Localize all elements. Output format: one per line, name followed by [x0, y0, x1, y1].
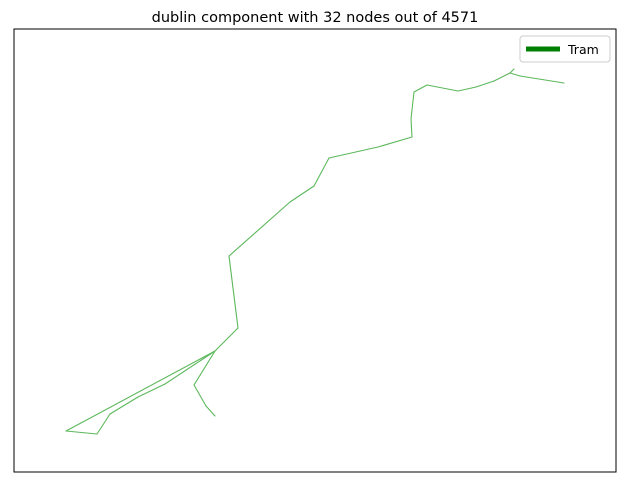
- network-edge: [457, 86, 477, 92]
- network-edge: [109, 396, 139, 415]
- legend-box: [519, 35, 611, 63]
- network-edge: [519, 75, 565, 84]
- network-edges: [65, 68, 565, 435]
- network-edge: [377, 136, 413, 148]
- network-edge: [137, 383, 166, 398]
- legend: Tram: [519, 35, 611, 63]
- legend-label-tram: Tram: [567, 42, 599, 57]
- network-edge: [164, 350, 216, 385]
- chart-title: dublin component with 32 nodes out of 45…: [152, 10, 479, 26]
- network-edge: [65, 430, 98, 435]
- network-edge: [410, 118, 413, 138]
- network-edge: [509, 68, 515, 74]
- network-edge: [313, 157, 330, 187]
- network-edge: [193, 384, 207, 407]
- network-edge: [214, 327, 239, 352]
- network-edge: [228, 201, 291, 257]
- network-edge: [493, 72, 511, 82]
- network-edge: [289, 185, 315, 203]
- network-edge: [475, 80, 495, 88]
- network-edge: [410, 91, 415, 120]
- plot-frame: [13, 28, 617, 473]
- network-edge: [328, 146, 379, 159]
- network-edge: [193, 350, 216, 386]
- network-edge: [205, 405, 216, 417]
- network-edge: [509, 72, 521, 77]
- network-edge: [228, 255, 239, 329]
- network-edge: [96, 413, 111, 435]
- network-edge: [65, 350, 216, 432]
- network-edge: [426, 84, 459, 92]
- network-edge: [413, 84, 428, 93]
